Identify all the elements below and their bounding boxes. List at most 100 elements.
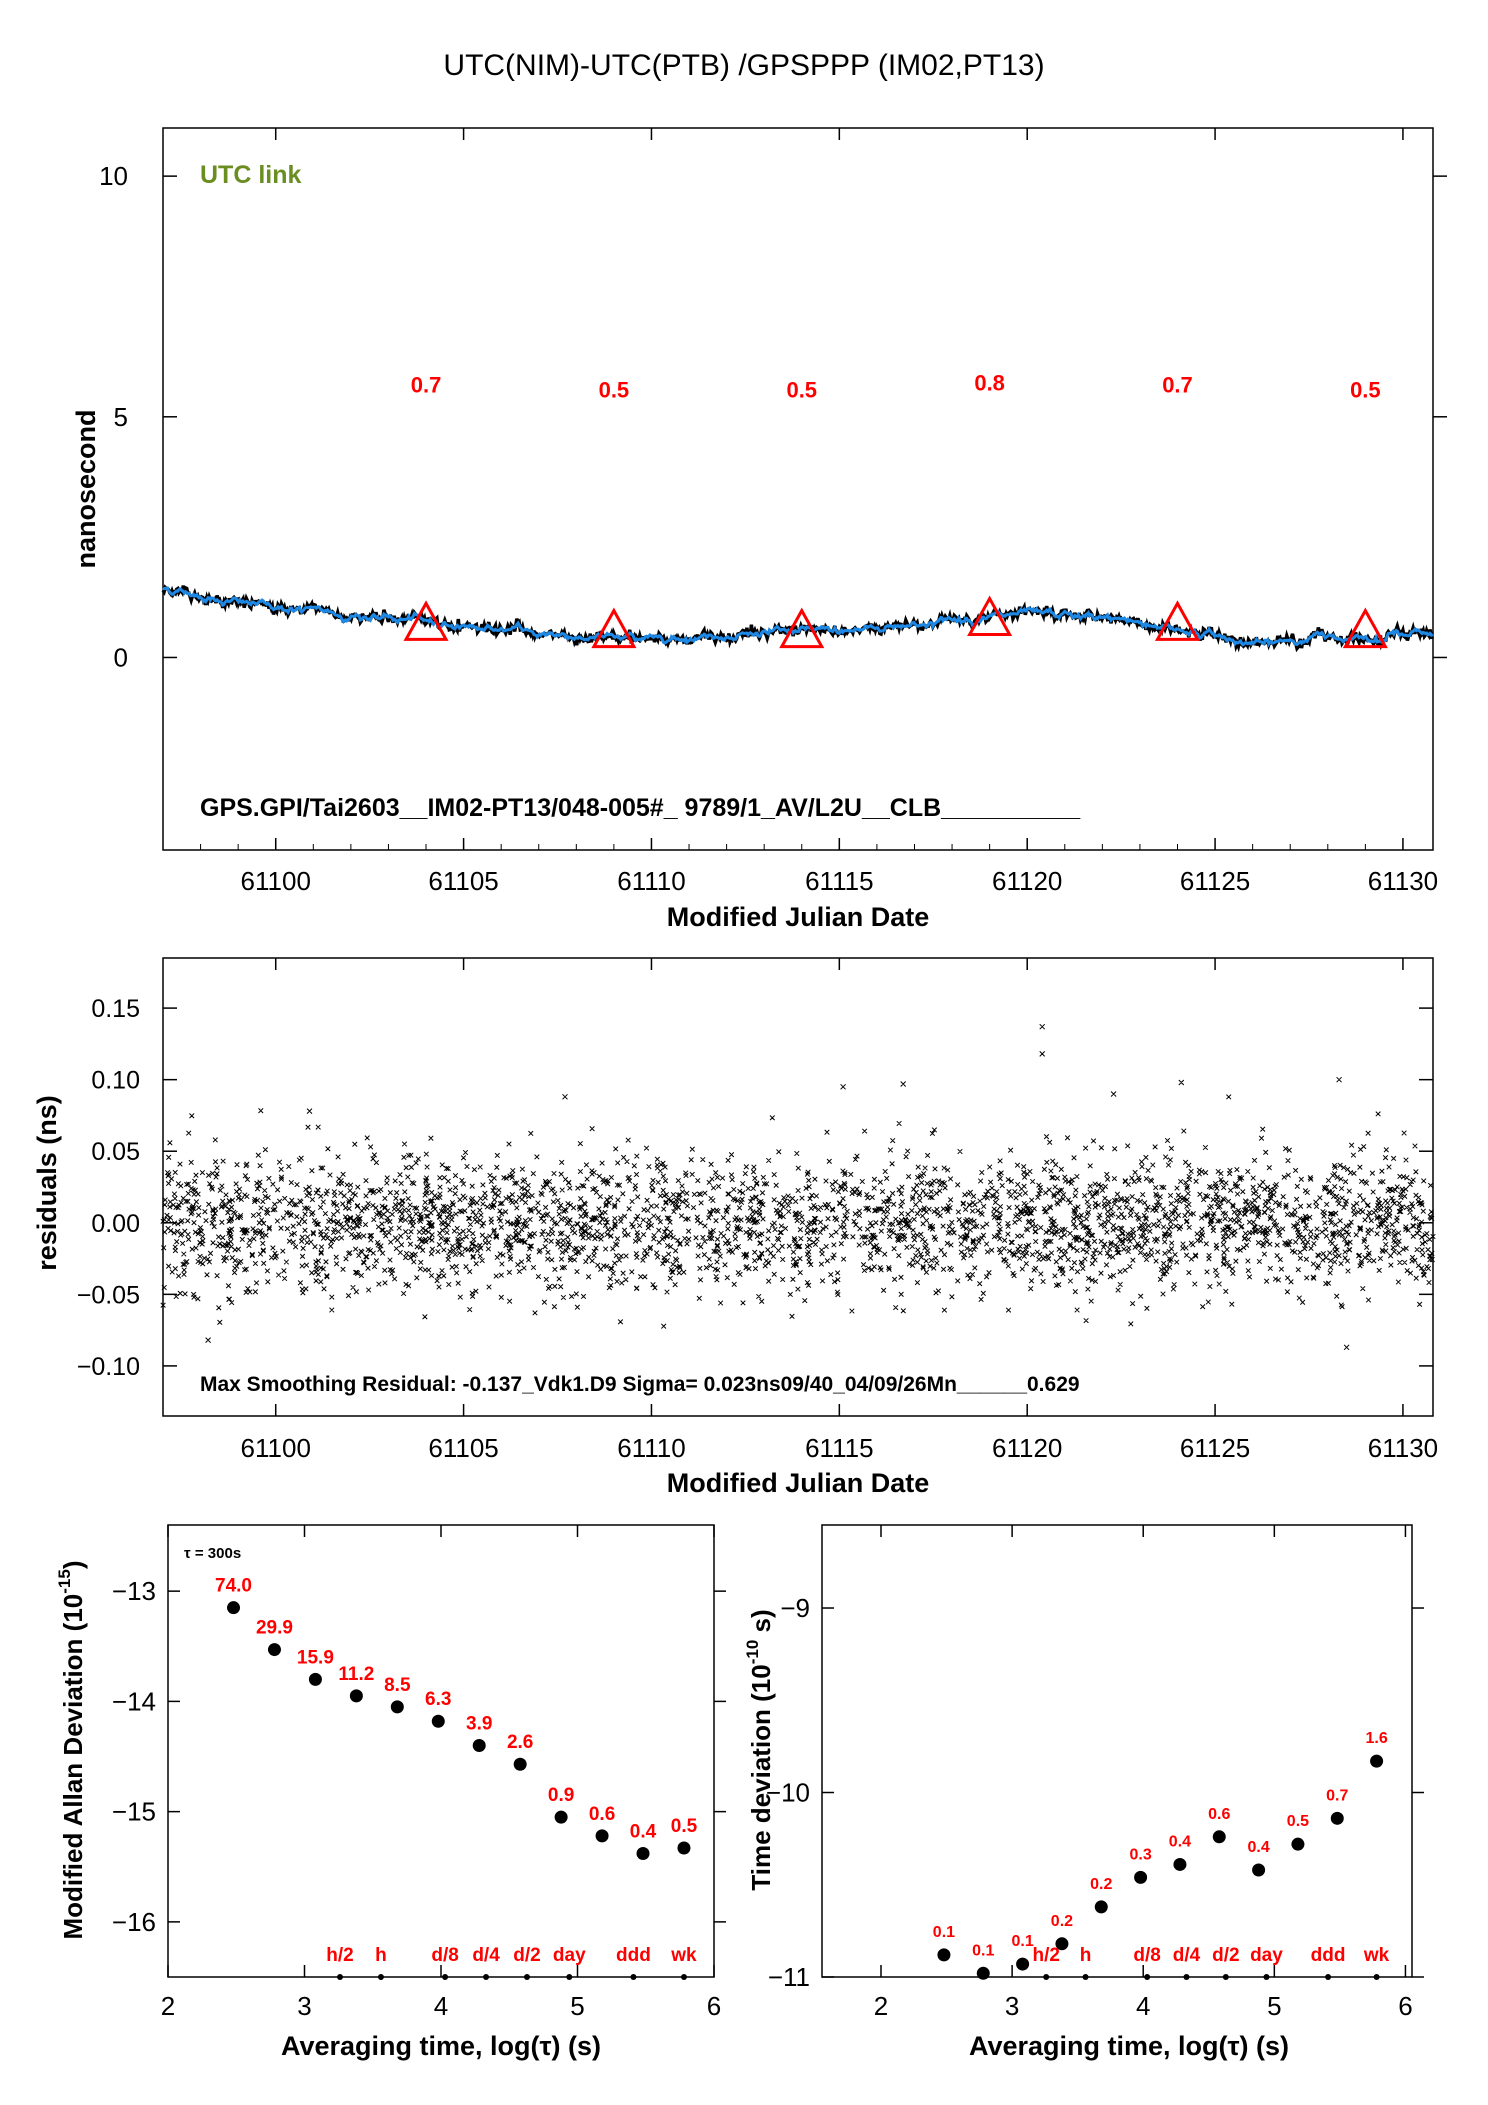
data-point: [1094, 1900, 1108, 1914]
time-marker-dot: [1183, 1974, 1190, 1980]
marker-value-label: 0.7: [411, 373, 442, 398]
data-point-label: 0.5: [671, 1816, 698, 1837]
x-tick-label: 5: [570, 1991, 584, 2021]
residuals-plot-frame: [162, 957, 1434, 1417]
x-tick-label: 61105: [428, 1433, 498, 1463]
y-tick-label: −11: [768, 1962, 810, 1992]
y-tick-label: 0.10: [91, 1067, 140, 1095]
residuals-ticks: 61100 61105 61110 61115 61120 61125 61130 −0.10…: [77, 958, 1438, 1463]
triangle-marker: [1342, 607, 1388, 649]
y-tick-label: −13: [112, 1576, 156, 1606]
time-marker-dot: [680, 1974, 687, 1980]
data-point-label: 0.7: [1326, 1787, 1348, 1804]
x-tick-label: 4: [434, 1991, 448, 2021]
x-tick-label: 6: [707, 1991, 721, 2021]
data-point-label: 0.1: [972, 1942, 994, 1959]
triangle-marker: [403, 600, 449, 641]
tdev-ticks: 2 3 4 5 6 −9 −10 −11: [766, 1525, 1424, 2021]
x-tick-label: 61115: [805, 866, 873, 896]
tdev-plot-frame: [821, 1524, 1413, 1978]
x-tick-label: 61125: [1180, 866, 1250, 896]
allan-ticks: 2 3 4 5 6 −13 −14 −15 −16: [112, 1525, 726, 2021]
data-point: [554, 1810, 568, 1824]
x-tick-label: 61110: [617, 866, 685, 896]
tdev-xlabel: Averaging time, log(τ) (s): [969, 2031, 1289, 2061]
data-point: [390, 1700, 404, 1714]
data-point: [1252, 1863, 1266, 1877]
time-marker-label: h: [1080, 1945, 1092, 1966]
time-marker-label: d/4: [472, 1945, 500, 1966]
y-tick-label: −10: [766, 1778, 810, 1808]
data-point: [1173, 1857, 1187, 1871]
tdev-points: 0.1 0.1 0.1 0.2 0.2 0.3 0.4 0.6 0.4 0.5 0.7 1.6: [933, 1730, 1388, 1980]
time-marker-label: d/4: [1173, 1945, 1201, 1966]
marker-value-label: 0.8: [974, 370, 1005, 395]
data-point-label: 0.5: [1287, 1813, 1309, 1830]
allan-deviation-panel: 2 3 4 5 6 −13 −14 −15 −16 74.029.915.911.2 8.5 6.3…: [55, 1524, 726, 2061]
x-tick-label: 61100: [241, 866, 311, 896]
marker-value-label: 0.5: [786, 378, 817, 403]
time-marker-dot: [523, 1974, 530, 1980]
data-point: [227, 1601, 241, 1615]
time-marker-dot: [483, 1974, 490, 1980]
tdev-ylabel-tail: s): [746, 1609, 776, 1639]
time-marker-label: h/2: [1032, 1945, 1059, 1966]
tdev-ylabel: Time deviation (10-10 s): [743, 1609, 776, 1890]
data-point: [1330, 1811, 1344, 1825]
data-point-label: 6.3: [425, 1689, 451, 1710]
x-tick-label: 61105: [428, 866, 498, 896]
y-tick-label: 0.05: [91, 1138, 140, 1166]
data-point: [1291, 1837, 1305, 1851]
data-point-label: 0.1: [1011, 1933, 1033, 1950]
data-point-label: 8.5: [384, 1675, 411, 1696]
data-point-label: 0.3: [1129, 1846, 1151, 1863]
y-tick-label: −14: [112, 1686, 156, 1716]
time-marker-dot: [1082, 1974, 1089, 1980]
tau-note: τ = 300s: [184, 1545, 241, 1562]
time-marker-label: d/2: [1212, 1945, 1239, 1966]
tdev-time-markers: h/2 h d/8 d/4 d/2 day ddd wk: [1032, 1945, 1390, 1980]
time-series-plot-frame: [162, 127, 1434, 851]
time-marker-label: day: [1250, 1945, 1283, 1966]
data-point: [677, 1841, 691, 1855]
residuals-footer: Max Smoothing Residual: -0.137_Vdk1.D9 S…: [200, 1373, 1080, 1396]
x-tick-label: 2: [874, 1991, 888, 2021]
x-tick-label: 61110: [617, 1433, 685, 1463]
residual-crosses: [160, 1023, 1436, 1351]
data-point: [595, 1829, 609, 1843]
x-tick-label: 3: [1005, 1991, 1019, 2021]
x-tick-label: 61125: [1180, 1433, 1250, 1463]
time-marker-label: h/2: [326, 1945, 353, 1966]
time-marker-dot: [566, 1974, 573, 1980]
x-tick-label: 61120: [992, 1433, 1062, 1463]
time-marker-label: ddd: [616, 1945, 651, 1966]
y-tick-label: −16: [112, 1907, 156, 1937]
x-tick-label: 2: [161, 1991, 175, 2021]
tdev-ylabel-exponent: -10: [743, 1640, 762, 1665]
time-marker-label: wk: [1363, 1945, 1390, 1966]
marker-value-label: 0.5: [599, 378, 630, 403]
allan-xlabel: Averaging time, log(τ) (s): [281, 2031, 601, 2061]
time-marker-dot: [1043, 1974, 1050, 1980]
triangle-marker: [1154, 600, 1201, 641]
data-point: [1055, 1937, 1069, 1951]
time-marker-label: day: [553, 1945, 586, 1966]
y-tick-label: −15: [112, 1797, 156, 1827]
data-point: [937, 1948, 951, 1962]
residuals-ylabel: residuals (ns): [32, 1095, 62, 1271]
time-series-ticks: 61100 61105 61110 61115 61120 61125 61130 0 5 10: [99, 128, 1447, 896]
x-tick-label: 61130: [1368, 1433, 1438, 1463]
y-tick-label: 5: [114, 402, 128, 432]
link-footer: GPS.GPI/Tai2603__IM02-PT13/048-005#_ 978…: [200, 794, 1081, 822]
data-point-label: 0.4: [1247, 1839, 1269, 1856]
y-tick-label: −9: [780, 1593, 810, 1623]
allan-ylabel-base: Modified Allan Deviation (10: [58, 1594, 88, 1940]
data-point: [472, 1738, 486, 1752]
time-marker-dot: [1222, 1974, 1229, 1980]
x-tick-label: 61120: [992, 866, 1062, 896]
x-tick-label: 61100: [241, 1433, 311, 1463]
data-point-label: 15.9: [297, 1647, 334, 1668]
allan-points: 74.029.915.911.2 8.5 6.3 3.9 2.6 0.9 0.6 0.4 0.5: [215, 1576, 698, 1861]
x-tick-label: 3: [297, 1991, 311, 2021]
